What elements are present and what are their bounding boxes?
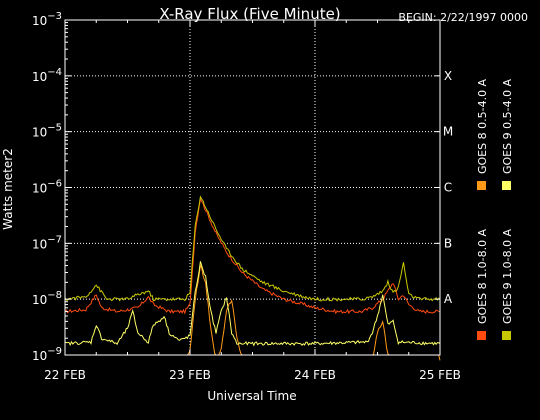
flare-class-labels: A B C M X	[435, 69, 453, 306]
x-tick-label: 25 FEB	[419, 368, 461, 382]
series-lines	[64, 195, 441, 361]
legend-label: GOES 8 1.0-8.0 A	[476, 228, 489, 324]
flare-class-c: C	[444, 181, 452, 195]
y-tick-label: 10−5	[32, 123, 62, 140]
y-tick-label: 10−8	[32, 290, 62, 307]
legend-swatch	[502, 331, 511, 340]
y-tick-label: 10−7	[32, 234, 62, 251]
y-tick-label: 10−3	[32, 11, 62, 28]
flare-class-x: X	[444, 69, 452, 83]
series-line-3	[64, 195, 441, 302]
flare-class-m: M	[443, 125, 453, 139]
flare-class-a: A	[444, 292, 453, 306]
x-tick-label: 24 FEB	[294, 368, 336, 382]
legend-swatch	[502, 181, 511, 190]
legend-swatch	[477, 331, 486, 340]
x-tick-labels: 22 FEB 23 FEB 24 FEB 25 FEB	[44, 20, 461, 382]
y-tick-label: 10−6	[32, 179, 62, 196]
y-axis-label: Watts meter2	[1, 148, 15, 230]
series-line-2	[64, 261, 441, 347]
legend-swatch	[477, 181, 486, 190]
chart-title: X-Ray Flux (Five Minute)	[159, 5, 340, 23]
x-tick-label: 22 FEB	[44, 368, 86, 382]
y-tick-label: 10−9	[32, 346, 62, 363]
legend: GOES 8 1.0-8.0 A GOES 8 0.5-4.0 A GOES 9 1…	[476, 78, 514, 340]
y-tick-labels: 10−9 10−8 10−7 10−6 10−5 10−4 10−3	[32, 11, 71, 363]
flare-class-b: B	[444, 236, 452, 250]
begin-date-label: BEGIN: 2/22/1997 0000	[398, 11, 528, 24]
series-line-0	[64, 197, 441, 315]
legend-label: GOES 8 0.5-4.0 A	[476, 78, 489, 174]
legend-label: GOES 9 0.5-4.0 A	[501, 78, 514, 174]
grid-lines	[65, 20, 440, 355]
y-tick-label: 10−4	[32, 67, 62, 84]
x-tick-label: 23 FEB	[169, 368, 211, 382]
x-axis-label: Universal Time	[207, 389, 296, 403]
legend-label: GOES 9 1.0-8.0 A	[501, 228, 514, 324]
